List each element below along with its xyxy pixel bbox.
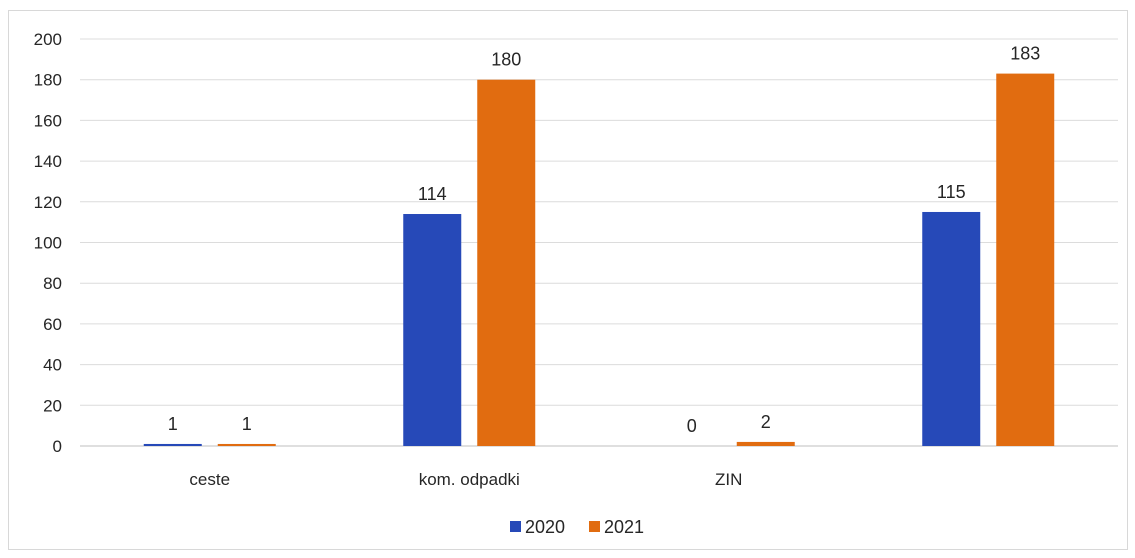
bars: [143, 73, 1055, 446]
bar-2020: [403, 214, 462, 446]
legend-swatch-2021: [589, 521, 600, 532]
data-label-2020: 114: [418, 184, 447, 204]
y-tick-label: 60: [43, 315, 62, 334]
data-label-2020: 1: [168, 414, 178, 434]
y-tick-label: 140: [34, 152, 62, 171]
data-labels: 1 1 114 180 0 2 115 183: [168, 44, 1041, 436]
legend-label-2020: 2020: [525, 517, 565, 537]
bar-2021: [477, 79, 536, 446]
x-axis-categories: ceste kom. odpadki ZIN: [189, 470, 742, 489]
data-label-2021: 1: [242, 414, 252, 434]
data-label-2020: 0: [687, 416, 697, 436]
data-label-2021: 2: [761, 412, 771, 432]
y-tick-label: 100: [34, 234, 62, 253]
data-label-2021: 183: [1010, 44, 1040, 64]
bar-2021: [736, 441, 795, 446]
bar-2020: [143, 443, 202, 446]
bar-2021: [217, 443, 276, 446]
bar-2020: [922, 211, 981, 446]
data-label-2021: 180: [491, 50, 521, 70]
y-tick-label: 160: [34, 111, 62, 130]
category-label: kom. odpadki: [419, 470, 520, 489]
legend: 2020 2021: [510, 517, 644, 537]
y-tick-label: 120: [34, 193, 62, 212]
category-label: ZIN: [715, 470, 742, 489]
y-tick-label: 80: [43, 274, 62, 293]
y-tick-label: 40: [43, 356, 62, 375]
y-tick-label: 20: [43, 396, 62, 415]
y-tick-label: 200: [34, 30, 62, 49]
data-label-2020: 115: [937, 182, 966, 202]
y-tick-label: 180: [34, 71, 62, 90]
y-axis-ticks: 0 20 40 60 80 100 120 140 160 180 200: [34, 30, 62, 456]
category-label: ceste: [189, 470, 230, 489]
y-tick-label: 0: [53, 437, 62, 456]
legend-swatch-2020: [510, 521, 521, 532]
bar-2021: [996, 73, 1055, 446]
legend-label-2021: 2021: [604, 517, 644, 537]
